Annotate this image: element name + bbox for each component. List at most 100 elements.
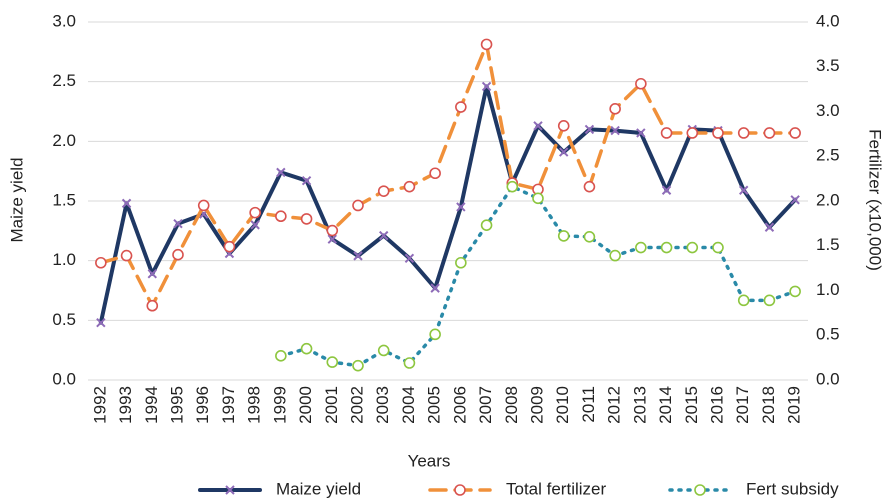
marker-x: [379, 230, 389, 241]
x-tick: 2012: [605, 386, 624, 424]
x-tick-label: 1996: [193, 386, 212, 424]
x-tick: 2017: [733, 386, 752, 424]
y-tick-label: 1.0: [52, 250, 76, 269]
marker: [533, 121, 543, 131]
x-tick-label: 2010: [553, 386, 572, 424]
marker-x: [610, 125, 620, 136]
y2-tick-label: 3.0: [816, 101, 840, 120]
marker-x: [790, 195, 800, 205]
marker: [660, 127, 673, 139]
y2-tick-label: 3.5: [816, 56, 840, 75]
legend-marker: [225, 485, 235, 495]
x-tick-label: 1994: [142, 386, 161, 424]
x-tick: 2005: [425, 386, 444, 424]
x-tick-label: 2015: [682, 386, 701, 424]
x-tick: 1997: [219, 386, 238, 424]
x-tick: 2009: [527, 386, 546, 424]
marker: [636, 128, 646, 138]
marker: [455, 101, 467, 113]
x-axis-title: Years: [408, 451, 451, 470]
marker: [790, 195, 800, 205]
marker-x: [404, 253, 415, 263]
x-tick: 1993: [116, 386, 135, 424]
x-tick-label: 2011: [579, 386, 598, 423]
x-tick-label: 2004: [399, 386, 418, 424]
legend-label: Fert subsidy: [746, 479, 839, 498]
marker: [610, 125, 620, 136]
marker: [95, 256, 107, 269]
marker: [430, 283, 440, 293]
marker: [121, 198, 132, 209]
marker: [429, 328, 441, 341]
x-tick-label: 2002: [347, 386, 366, 424]
marker-x: [764, 222, 775, 232]
marker: [763, 127, 776, 139]
x-tick: 2003: [373, 386, 392, 424]
x-tick-label: 2013: [630, 386, 649, 424]
marker: [660, 241, 673, 254]
marker-x: [353, 251, 363, 261]
x-tick: 2019: [785, 386, 804, 424]
marker: [147, 269, 157, 279]
y2-axis-title: Fertilizer (x10,000): [866, 129, 885, 271]
y2-tick-label: 1.0: [816, 280, 840, 299]
marker-x: [481, 81, 492, 92]
series-line: [99, 42, 797, 308]
legend-marker: [454, 484, 466, 496]
marker: [532, 192, 544, 205]
marker: [583, 231, 596, 243]
x-tick: 2015: [682, 386, 701, 424]
marker: [146, 299, 159, 312]
marker: [223, 240, 236, 253]
x-tick-label: 2018: [759, 386, 778, 424]
marker-x: [456, 202, 466, 212]
marker: [584, 124, 595, 135]
marker: [635, 77, 647, 90]
marker-x: [173, 218, 183, 229]
marker-x: [661, 185, 672, 195]
x-tick-label: 2017: [733, 386, 752, 424]
x-tick: 2004: [399, 386, 418, 424]
y-axis-title: Maize yield: [7, 157, 26, 242]
y2-tick-label: 1.5: [816, 235, 840, 254]
marker: [352, 199, 364, 212]
x-tick: 2002: [347, 386, 366, 424]
marker: [737, 127, 750, 139]
marker: [377, 344, 390, 357]
marker: [712, 241, 724, 254]
marker: [403, 357, 416, 369]
marker: [353, 251, 363, 261]
marker-x: [533, 121, 543, 131]
marker: [712, 127, 724, 139]
marker: [686, 241, 699, 254]
y2-tick-label: 2.5: [816, 146, 840, 165]
x-tick: 1999: [270, 386, 289, 424]
x-tick-label: 1993: [116, 386, 135, 424]
marker: [173, 218, 183, 229]
marker: [686, 127, 699, 139]
legend-marker: [694, 484, 706, 496]
x-tick-label: 1995: [167, 386, 186, 424]
marker-x: [250, 220, 260, 230]
marker: [661, 185, 672, 195]
marker: [789, 127, 801, 139]
marker: [275, 350, 287, 362]
marker: [635, 241, 647, 254]
y2-tick-label: 4.0: [816, 11, 840, 30]
marker: [739, 185, 749, 195]
marker: [789, 285, 801, 298]
marker-x: [96, 318, 106, 328]
x-tick-label: 2007: [476, 386, 495, 424]
x-tick-label: 2012: [605, 386, 624, 424]
marker: [379, 230, 389, 241]
marker: [455, 256, 467, 269]
x-tick-label: 1999: [270, 386, 289, 424]
x-tick: 1994: [142, 386, 161, 424]
marker: [300, 342, 313, 355]
marker: [763, 294, 776, 307]
x-tick: 2018: [759, 386, 778, 424]
marker: [404, 253, 415, 263]
marker: [609, 103, 621, 115]
marker: [120, 249, 133, 262]
